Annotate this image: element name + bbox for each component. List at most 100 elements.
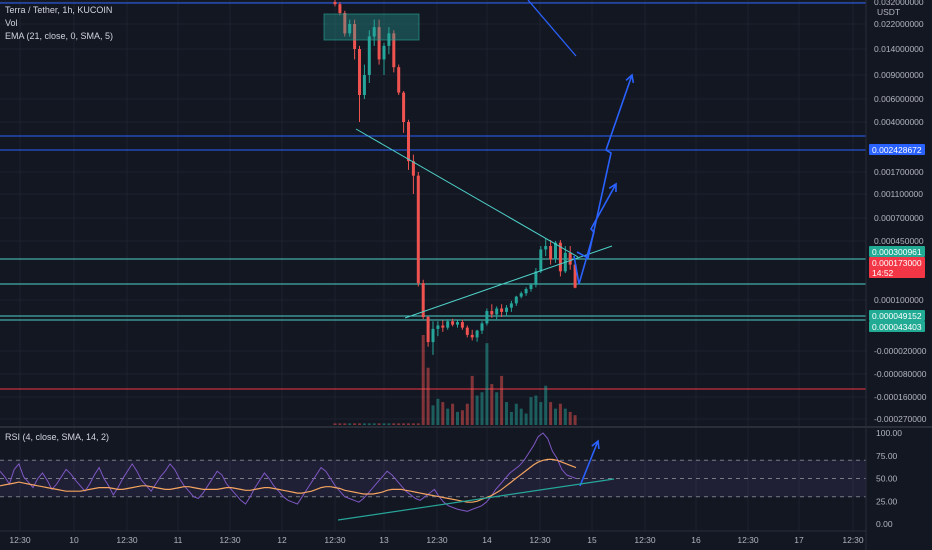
volume-bar	[431, 405, 435, 425]
candle-body	[534, 271, 538, 285]
rsi-arrow	[579, 440, 599, 487]
volume-bar	[367, 423, 371, 425]
candle-body	[519, 293, 523, 297]
volume-bar	[475, 395, 479, 425]
chart-grid	[0, 0, 866, 531]
candle-body	[407, 122, 410, 162]
volume-bar	[563, 408, 567, 425]
candle-body	[568, 252, 572, 265]
price-axis-tick: 0.001100000	[874, 189, 923, 199]
time-axis-tick: 14	[482, 535, 492, 545]
price-axis-tick: 0.014000000	[874, 44, 924, 54]
volume-bar	[485, 343, 489, 425]
candle-body	[470, 334, 474, 338]
rsi-arrow-head	[591, 439, 600, 450]
time-axis-tick: 12	[277, 535, 287, 545]
candle-body	[465, 327, 469, 335]
projection-arrow-lower	[573, 183, 617, 285]
volume-bar	[554, 408, 557, 425]
candle-body	[431, 328, 435, 343]
volume-bar	[402, 423, 406, 425]
volume-bar	[549, 402, 553, 425]
price-axis[interactable]: 0.032000000 0.022000000 0.014000000 0.00900…	[874, 0, 927, 424]
volume-bar	[460, 410, 464, 425]
time-axis-tick: 15	[587, 535, 597, 545]
volume-bar	[509, 411, 513, 425]
projection-arrow-lower-head	[608, 182, 617, 193]
volume-bars	[333, 335, 577, 425]
price-axis-tick: 0.001700000	[874, 167, 924, 177]
candle-body	[416, 175, 420, 284]
trendline-upper	[355, 128, 579, 258]
volume-bar	[416, 423, 420, 425]
price-axis-tick: -0.000160000	[874, 392, 927, 402]
price-tag-bg	[869, 144, 925, 155]
price-tag-countdown: 14:52	[872, 268, 894, 278]
price-tag-label: 0.000173000	[872, 258, 922, 268]
candle-body	[441, 325, 445, 328]
price-axis-tick: -0.000270000	[874, 414, 927, 424]
volume-bar	[539, 402, 543, 425]
rsi-axis-tick: 100.00	[876, 428, 902, 438]
ema-legend[interactable]: EMA (21, close, 0, SMA, 5)	[5, 31, 114, 41]
volume-bar	[382, 423, 386, 425]
candle-body	[362, 75, 366, 95]
candle-body	[554, 242, 557, 260]
projection-arrow-upper	[576, 74, 633, 260]
time-axis[interactable]: 12:30 10 12:30 11 12:30 12 12:30 13 12:30 14 12:30…	[9, 535, 864, 545]
volume-bar	[348, 423, 352, 425]
candle-body	[456, 322, 459, 325]
price-axis-tick: 0.000450000	[874, 236, 924, 246]
price-axis-tick: -0.000080000	[874, 369, 927, 379]
volume-bar	[333, 423, 337, 425]
volume-bar	[407, 423, 410, 425]
candle-body	[500, 308, 504, 312]
price-axis-tick: 0.032000000	[874, 0, 924, 7]
candle-body	[460, 322, 464, 328]
candle-body	[495, 308, 499, 315]
time-axis-tick: 12:30	[9, 535, 31, 545]
time-axis-tick: 11	[174, 535, 183, 545]
volume-legend[interactable]: Vol	[5, 18, 18, 28]
horizontal-levels[interactable]	[0, 2, 866, 390]
candle-body	[421, 283, 425, 317]
candle-body	[446, 321, 450, 328]
projection-arrow-upper-head	[625, 73, 635, 84]
time-axis-tick: 12:30	[634, 535, 656, 545]
symbol-title[interactable]: Terra / Tether, 1h, KUCOIN	[5, 5, 113, 15]
volume-bar	[519, 408, 523, 425]
price-tag-label: 0.000300961	[872, 247, 922, 257]
volume-bar	[568, 411, 572, 425]
volume-bar	[465, 403, 469, 425]
volume-bar	[534, 395, 538, 425]
volume-bar	[573, 415, 577, 425]
candle-body	[348, 24, 352, 34]
volume-bar	[343, 423, 347, 425]
volume-bar	[500, 375, 504, 425]
candle-body	[402, 92, 406, 122]
volume-bar	[441, 402, 445, 425]
price-axis-tick: 0.000700000	[874, 213, 924, 223]
price-axis-tick: -0.000020000	[874, 346, 927, 356]
candle-body	[436, 325, 440, 329]
candle-body	[367, 36, 371, 75]
rsi-trendline	[337, 478, 615, 521]
volume-bar	[558, 403, 562, 425]
rsi-axis: 100.00 75.00 50.00 25.00 0.00	[876, 428, 902, 529]
time-axis-tick: 16	[691, 535, 701, 545]
candle-body	[372, 27, 376, 37]
volume-bar	[387, 423, 391, 425]
volume-bar	[358, 423, 361, 425]
time-axis-tick: 17	[794, 535, 804, 545]
candle-body	[514, 296, 518, 304]
candle-body	[539, 249, 543, 272]
drawings-layer[interactable]	[323, 0, 635, 487]
volume-bar	[495, 392, 499, 425]
rsi-legend[interactable]: RSI (4, close, SMA, 14, 2)	[5, 432, 110, 442]
price-axis-tick: 0.009000000	[874, 70, 924, 80]
volume-bar	[451, 403, 455, 425]
price-axis-tick: 0.022000000	[874, 19, 924, 29]
price-tag-bg	[869, 257, 925, 278]
time-axis-tick: 12:30	[219, 535, 241, 545]
